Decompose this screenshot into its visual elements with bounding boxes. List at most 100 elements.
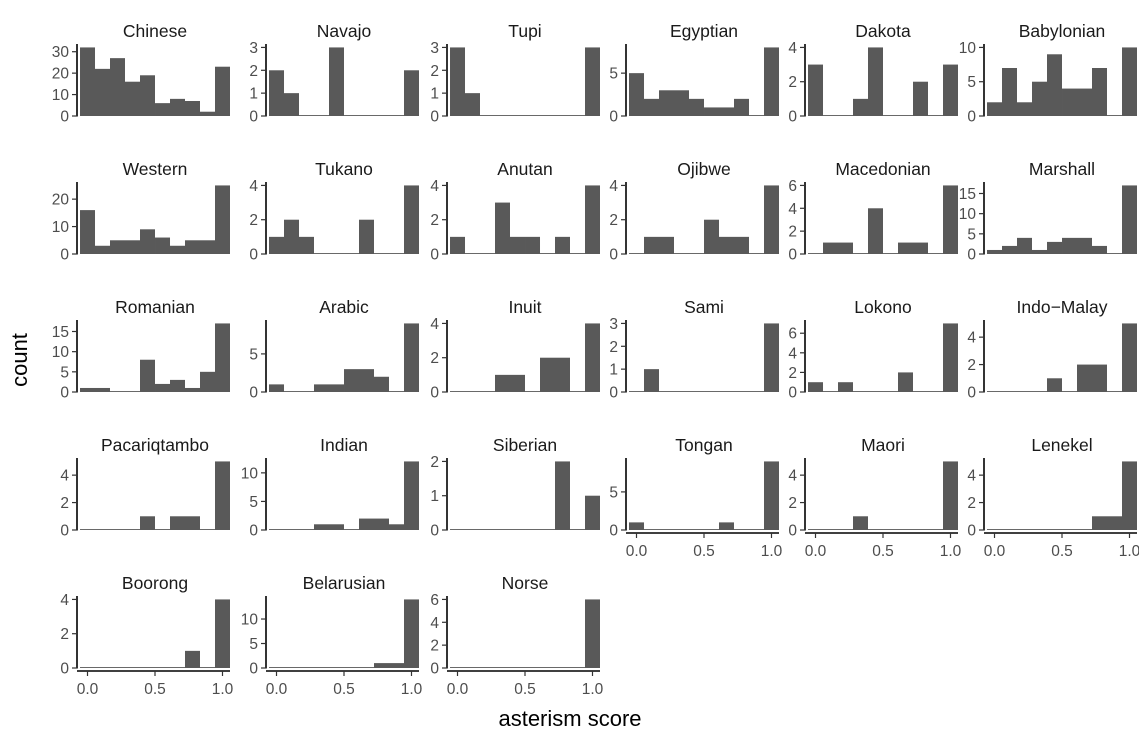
panel-title: Egyptian xyxy=(670,21,738,41)
histogram-bar xyxy=(525,529,541,530)
panel-norse: Norse 0 2 4 6 0.0 0.5 1.0 xyxy=(430,573,603,698)
y-axis-title: count xyxy=(7,333,32,387)
histogram-bar xyxy=(644,529,659,530)
histogram-bar xyxy=(540,529,555,530)
histogram-bar xyxy=(480,253,495,254)
histogram-bar xyxy=(674,253,689,254)
y-tick-label: 4 xyxy=(788,468,797,485)
histogram-bar xyxy=(1092,68,1107,116)
histogram-bar xyxy=(1122,461,1137,530)
histogram-bar xyxy=(125,391,140,392)
histogram-bar xyxy=(540,115,555,116)
histogram-bar xyxy=(764,461,779,530)
histogram-bar xyxy=(480,391,495,392)
y-tick-label: 5 xyxy=(967,74,976,91)
panel-pacariqtambo: Pacariqtambo 0 2 4 xyxy=(60,435,230,540)
histogram-bar xyxy=(689,98,704,116)
histogram-bar xyxy=(299,115,314,116)
histogram-bar xyxy=(898,115,913,116)
y-tick-label: 2 xyxy=(788,365,797,382)
histogram-bar xyxy=(704,219,720,254)
panel-title: Babylonian xyxy=(1019,21,1106,41)
histogram-bar xyxy=(525,667,541,668)
histogram-bar xyxy=(1107,115,1122,116)
histogram-bar xyxy=(838,382,853,392)
histogram-bar xyxy=(764,323,779,392)
histogram-bar xyxy=(570,667,585,668)
x-tick-label: 1.0 xyxy=(1119,543,1139,560)
panel-title: Dakota xyxy=(855,21,911,41)
y-tick-label: 4 xyxy=(430,316,439,333)
histogram-bar xyxy=(540,253,555,254)
histogram-bar xyxy=(200,240,215,254)
histogram-bar xyxy=(95,667,110,668)
histogram-bar xyxy=(629,253,645,254)
histogram-bar xyxy=(838,529,853,530)
histogram-bar xyxy=(510,115,525,116)
histogram-bar xyxy=(450,236,466,254)
histogram-bar xyxy=(838,115,853,116)
histogram-bar xyxy=(450,667,466,668)
histogram-bar xyxy=(719,391,734,392)
y-tick-label: 0 xyxy=(609,109,618,126)
x-tick-label: 1.0 xyxy=(940,543,962,560)
panel-title: Boorong xyxy=(122,573,188,593)
histogram-bar xyxy=(359,219,374,254)
panel-lokono: Lokono 0 2 4 6 xyxy=(788,297,958,402)
histogram-bar xyxy=(1107,516,1122,530)
histogram-bar xyxy=(823,115,838,116)
y-tick-label: 0 xyxy=(788,385,797,402)
histogram-bar xyxy=(883,391,899,392)
panel-boorong: Boorong 0 2 4 0.0 0.5 1.0 xyxy=(60,573,233,698)
histogram-bar xyxy=(1017,529,1032,530)
histogram-bar xyxy=(898,529,913,530)
x-tick-label: 1.0 xyxy=(212,681,234,698)
panel-navajo: Navajo 0 1 2 3 xyxy=(249,21,419,126)
panel-ojibwe: Ojibwe 0 2 4 xyxy=(609,159,779,264)
histogram-bar xyxy=(943,64,958,116)
y-tick-label: 0 xyxy=(967,247,976,264)
histogram-bar xyxy=(215,599,230,668)
x-tick-label: 0.5 xyxy=(693,543,715,560)
histogram-bar xyxy=(913,391,928,392)
histogram-bar xyxy=(299,529,314,530)
histogram-bar xyxy=(749,391,764,392)
histogram-bar xyxy=(883,529,899,530)
histogram-bar xyxy=(1062,237,1078,254)
histogram-bar xyxy=(823,391,838,392)
histogram-bar xyxy=(808,529,824,530)
histogram-bar xyxy=(80,529,96,530)
y-tick-label: 0 xyxy=(430,109,439,126)
histogram-bar xyxy=(555,357,570,392)
y-tick-label: 4 xyxy=(967,330,976,347)
histogram-bar xyxy=(570,253,585,254)
x-tick-label: 0.0 xyxy=(626,543,648,560)
histogram-bar xyxy=(314,667,329,668)
panel-title: Western xyxy=(123,159,188,179)
y-tick-label: 5 xyxy=(249,494,258,511)
histogram-bar xyxy=(329,667,344,668)
y-tick-label: 10 xyxy=(52,87,70,104)
histogram-bar xyxy=(269,236,285,254)
y-tick-label: 2 xyxy=(788,495,797,512)
x-tick-label: 0.5 xyxy=(872,543,894,560)
histogram-bar xyxy=(987,529,1003,530)
histogram-bar xyxy=(585,185,600,254)
histogram-bar xyxy=(1092,245,1107,254)
x-axis-title: asterism score xyxy=(498,706,641,731)
histogram-bar xyxy=(913,242,928,254)
histogram-bar xyxy=(510,529,525,530)
histogram-bar xyxy=(749,529,764,530)
x-tick-label: 0.5 xyxy=(144,681,166,698)
histogram-bar xyxy=(344,115,360,116)
panel-title: Marshall xyxy=(1029,159,1095,179)
y-tick-label: 10 xyxy=(241,465,259,482)
histogram-bar xyxy=(200,529,215,530)
histogram-bar xyxy=(1032,391,1047,392)
histogram-bar xyxy=(155,667,171,668)
y-tick-label: 0 xyxy=(609,247,618,264)
y-tick-label: 1 xyxy=(430,488,439,505)
panel-title: Indo−Malay xyxy=(1017,297,1108,317)
histogram-bar xyxy=(284,391,299,392)
y-tick-label: 2 xyxy=(60,626,69,643)
